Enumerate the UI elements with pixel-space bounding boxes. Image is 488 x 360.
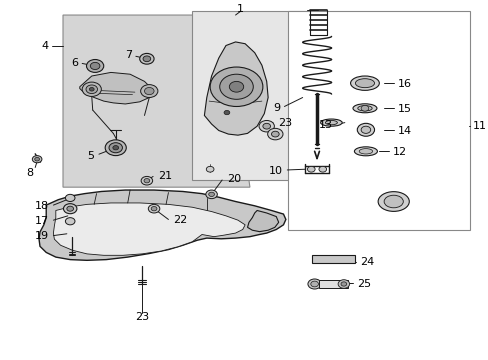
Text: 23: 23 bbox=[277, 118, 291, 128]
Circle shape bbox=[210, 67, 263, 107]
Ellipse shape bbox=[357, 105, 371, 111]
Polygon shape bbox=[247, 211, 278, 231]
Circle shape bbox=[109, 143, 122, 153]
Circle shape bbox=[67, 206, 73, 211]
Text: 13: 13 bbox=[318, 120, 332, 130]
Polygon shape bbox=[63, 15, 249, 187]
Ellipse shape bbox=[325, 121, 337, 125]
Circle shape bbox=[360, 126, 370, 134]
Text: 21: 21 bbox=[158, 171, 172, 181]
Bar bbox=[288, 12, 469, 230]
Text: 12: 12 bbox=[392, 147, 406, 157]
Circle shape bbox=[224, 111, 229, 115]
Text: 19: 19 bbox=[35, 231, 48, 241]
Ellipse shape bbox=[320, 119, 342, 126]
Circle shape bbox=[113, 145, 119, 150]
Circle shape bbox=[151, 207, 157, 211]
Circle shape bbox=[65, 194, 75, 202]
Circle shape bbox=[32, 156, 42, 163]
Circle shape bbox=[307, 279, 321, 289]
Ellipse shape bbox=[355, 79, 374, 87]
Ellipse shape bbox=[377, 192, 408, 211]
Circle shape bbox=[360, 105, 368, 111]
Polygon shape bbox=[204, 42, 267, 135]
Text: 10: 10 bbox=[268, 166, 283, 176]
Circle shape bbox=[267, 129, 283, 140]
Circle shape bbox=[310, 281, 318, 287]
Circle shape bbox=[90, 62, 100, 69]
Bar bbox=[312, 255, 355, 263]
Text: 14: 14 bbox=[397, 126, 411, 135]
Circle shape bbox=[141, 176, 152, 185]
Text: 25: 25 bbox=[357, 279, 371, 289]
Circle shape bbox=[229, 81, 243, 92]
Polygon shape bbox=[53, 203, 244, 255]
Ellipse shape bbox=[354, 147, 377, 156]
Circle shape bbox=[148, 204, 160, 213]
Polygon shape bbox=[80, 72, 151, 104]
Circle shape bbox=[105, 140, 126, 156]
Circle shape bbox=[82, 82, 101, 96]
Circle shape bbox=[35, 157, 40, 161]
Circle shape bbox=[206, 166, 214, 172]
Text: 7: 7 bbox=[124, 50, 132, 60]
Ellipse shape bbox=[350, 76, 379, 90]
Bar bbox=[319, 280, 347, 288]
Circle shape bbox=[337, 280, 349, 288]
Circle shape bbox=[63, 204, 77, 214]
Circle shape bbox=[208, 192, 214, 197]
Text: 5: 5 bbox=[87, 150, 95, 161]
Text: 22: 22 bbox=[173, 215, 187, 225]
Text: 4: 4 bbox=[41, 41, 48, 50]
Circle shape bbox=[140, 53, 154, 64]
Circle shape bbox=[263, 123, 270, 129]
Circle shape bbox=[86, 59, 103, 72]
Text: 1: 1 bbox=[236, 4, 244, 14]
Circle shape bbox=[65, 218, 75, 225]
Polygon shape bbox=[39, 190, 285, 260]
Circle shape bbox=[143, 56, 150, 62]
Circle shape bbox=[89, 87, 94, 91]
Text: 23: 23 bbox=[135, 312, 149, 322]
Text: 18: 18 bbox=[35, 201, 48, 211]
Text: 17: 17 bbox=[35, 216, 48, 226]
Circle shape bbox=[307, 166, 314, 172]
Circle shape bbox=[144, 87, 154, 95]
Circle shape bbox=[357, 123, 374, 136]
Text: 16: 16 bbox=[397, 79, 411, 89]
Circle shape bbox=[271, 131, 279, 137]
Bar bbox=[192, 12, 307, 180]
Text: 24: 24 bbox=[360, 257, 374, 267]
Circle shape bbox=[318, 166, 326, 172]
Ellipse shape bbox=[352, 104, 376, 113]
Text: 20: 20 bbox=[226, 174, 241, 184]
Circle shape bbox=[143, 179, 149, 183]
Text: 9: 9 bbox=[272, 103, 280, 113]
Circle shape bbox=[219, 74, 253, 99]
Text: 8: 8 bbox=[26, 168, 33, 178]
Text: 6: 6 bbox=[71, 58, 78, 68]
Ellipse shape bbox=[384, 195, 403, 208]
Text: 15: 15 bbox=[397, 104, 411, 114]
Ellipse shape bbox=[359, 149, 372, 154]
Circle shape bbox=[340, 282, 346, 286]
Circle shape bbox=[141, 85, 158, 98]
Circle shape bbox=[259, 121, 274, 132]
Circle shape bbox=[86, 85, 97, 94]
Text: 11: 11 bbox=[472, 121, 486, 131]
Circle shape bbox=[205, 190, 217, 199]
